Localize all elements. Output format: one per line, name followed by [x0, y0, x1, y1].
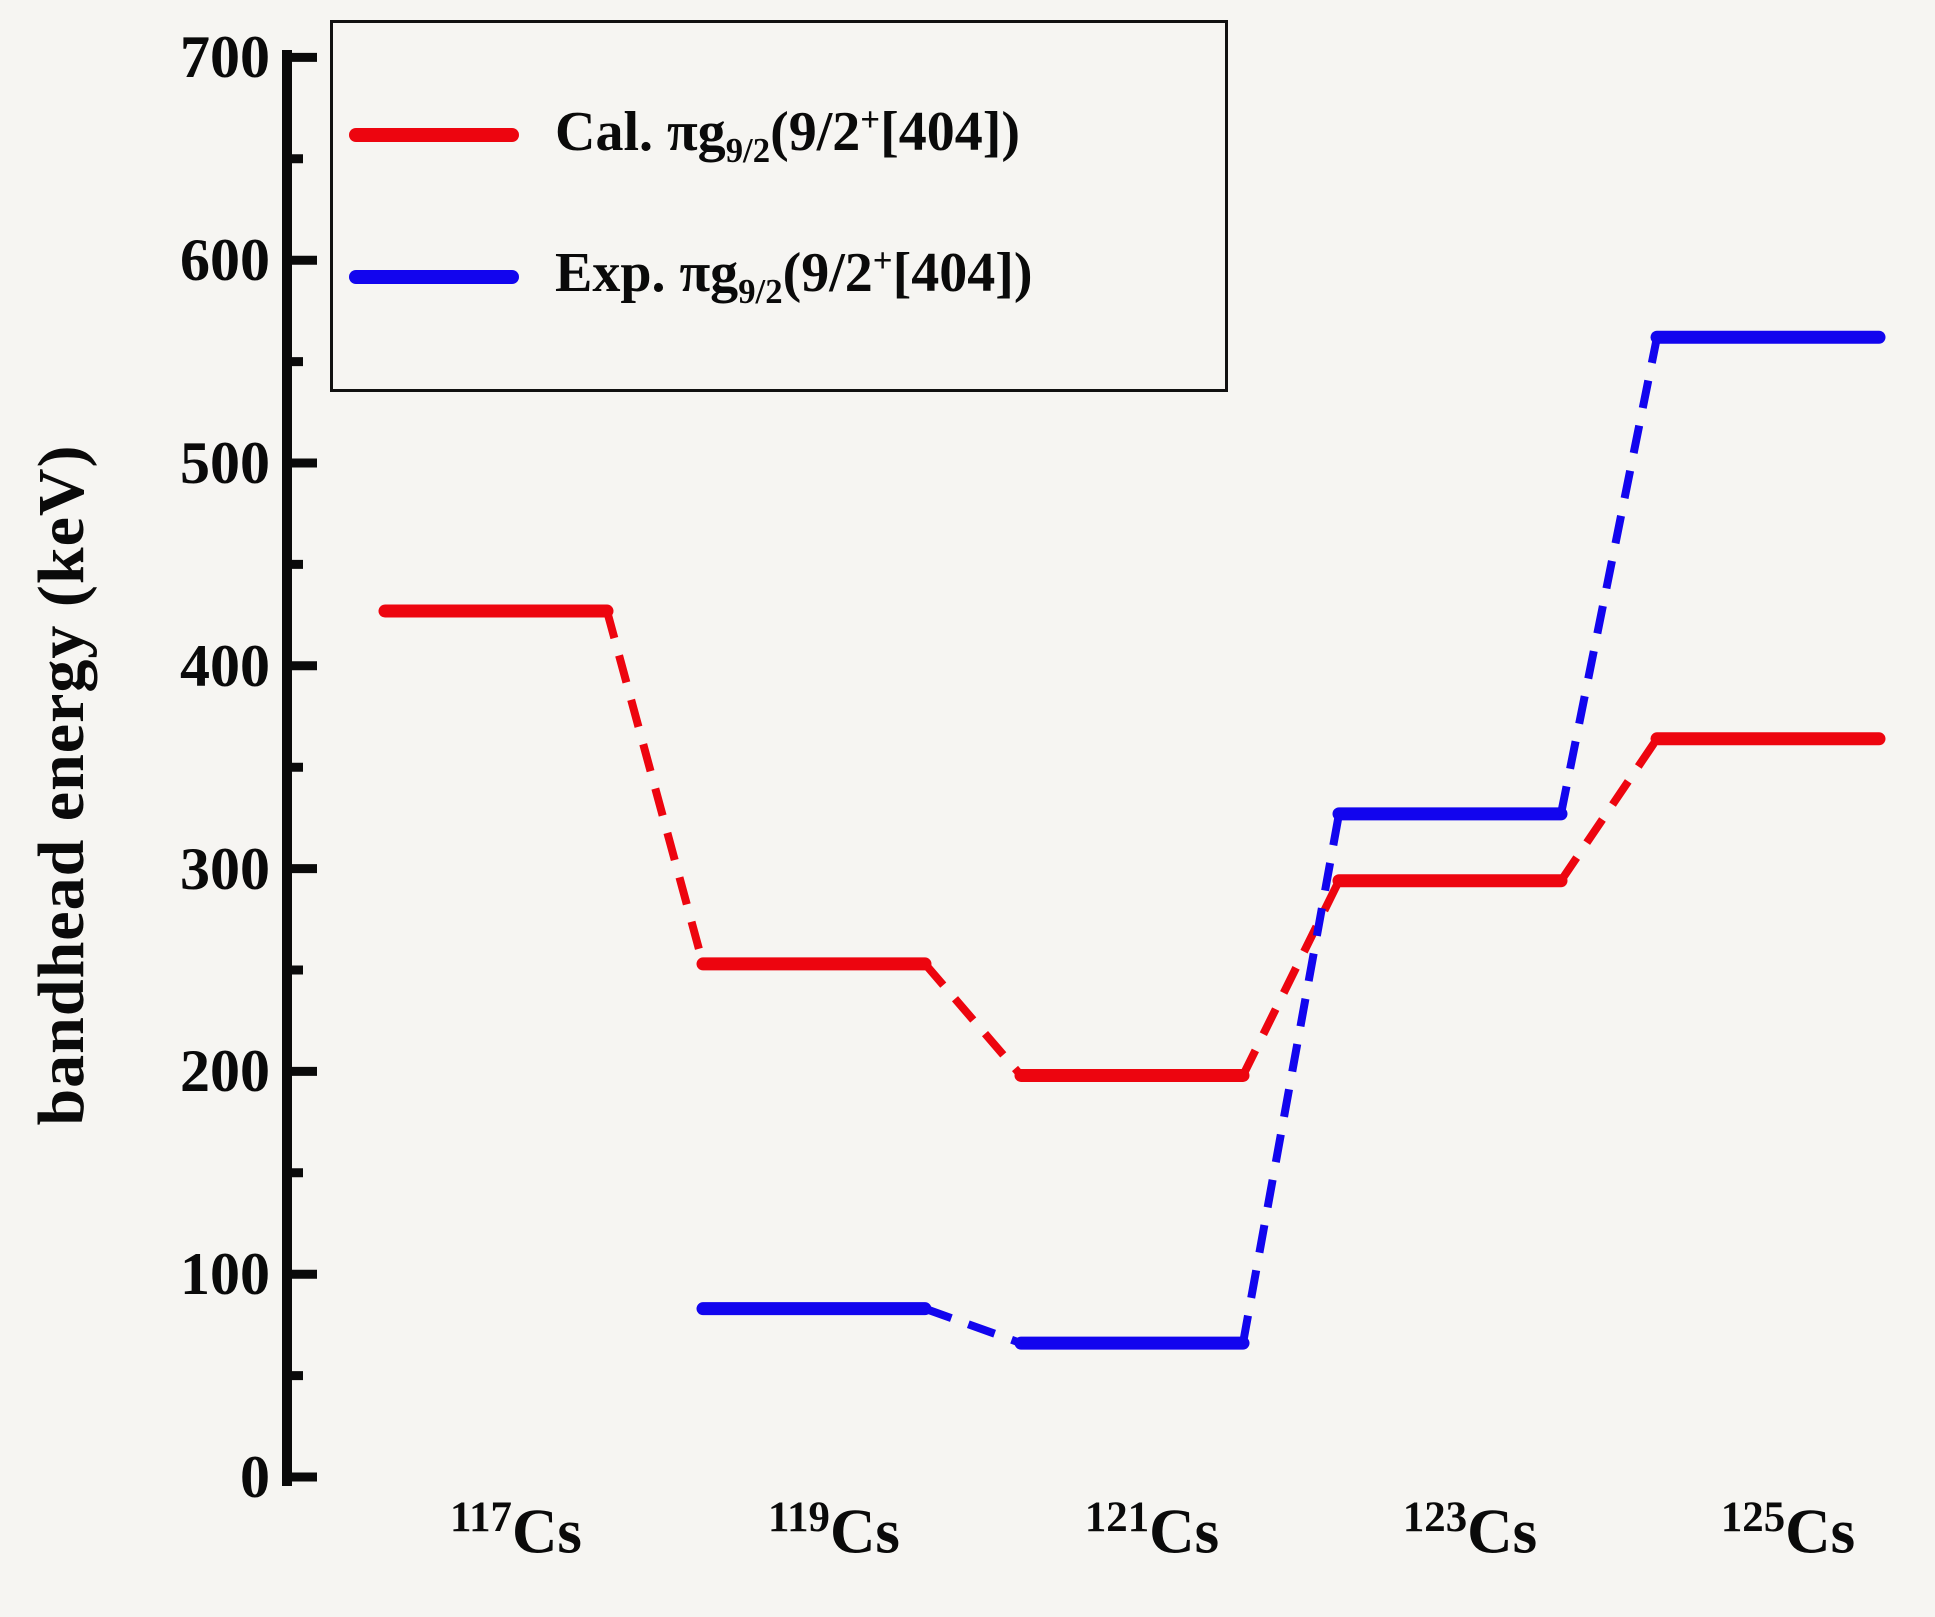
legend-label-cal: Cal. πg9/2(9/2+[404]) — [555, 99, 1021, 170]
legend: Cal. πg9/2(9/2+[404]) Exp. πg9/2(9/2+[404… — [330, 20, 1228, 392]
y-tick-label-400: 400 — [180, 632, 270, 699]
connector-cal-119Cs-to-121Cs — [921, 961, 1025, 1079]
x-axis-label-121Cs: 121Cs — [1084, 1494, 1220, 1567]
legend-item-cal: Cal. πg9/2(9/2+[404]) — [349, 100, 1209, 171]
legend-swatch-exp — [349, 269, 519, 284]
legend-label-exp: Exp. πg9/2(9/2+[404]) — [555, 241, 1033, 312]
connector-exp-119Cs-to-121Cs — [923, 1304, 1023, 1347]
x-axis-label-119Cs: 119Cs — [768, 1494, 900, 1567]
connector-cal-117Cs-to-119Cs — [603, 609, 707, 965]
connector-cal-121Cs-to-123Cs — [1239, 878, 1343, 1078]
legend-swatch-cal — [349, 128, 519, 143]
y-tick-label-300: 300 — [180, 835, 270, 902]
y-tick-label-700: 700 — [180, 24, 270, 91]
legend-item-exp: Exp. πg9/2(9/2+[404]) — [349, 241, 1209, 312]
y-tick-label-0: 0 — [240, 1444, 270, 1510]
y-axis-title: bandhead energy (keV) — [25, 444, 98, 1126]
y-tick-label-100: 100 — [180, 1241, 270, 1308]
x-axis-label-123Cs: 123Cs — [1402, 1494, 1538, 1567]
connector-exp-123Cs-to-125Cs — [1557, 336, 1661, 815]
x-axis-label-117Cs: 117Cs — [450, 1494, 582, 1567]
connector-cal-123Cs-to-125Cs — [1557, 736, 1661, 884]
y-tick-label-500: 500 — [180, 430, 270, 496]
connector-exp-121Cs-to-123Cs — [1239, 813, 1343, 1344]
x-axis-label-125Cs: 125Cs — [1720, 1494, 1856, 1567]
y-tick-label-600: 600 — [180, 227, 270, 294]
y-tick-label-200: 200 — [180, 1038, 270, 1105]
